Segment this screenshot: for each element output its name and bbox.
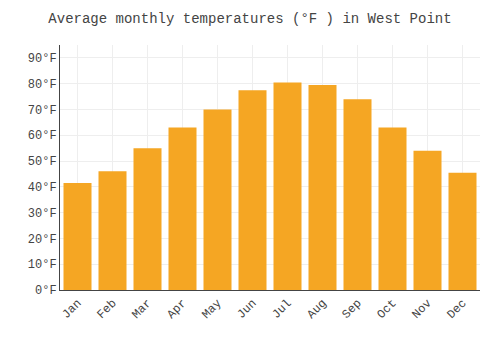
svg-text:80°F: 80°F (28, 78, 57, 92)
svg-text:Sep: Sep (339, 297, 364, 322)
svg-text:Jun: Jun (234, 297, 259, 322)
svg-text:70°F: 70°F (28, 104, 57, 118)
svg-text:20°F: 20°F (28, 233, 57, 247)
svg-text:Mar: Mar (129, 297, 154, 322)
svg-text:Dec: Dec (444, 297, 469, 322)
svg-text:Jul: Jul (269, 297, 294, 322)
svg-text:Nov: Nov (409, 297, 434, 322)
svg-text:Average monthly temperatures (: Average monthly temperatures (°F ) in We… (48, 11, 451, 27)
svg-text:May: May (199, 297, 224, 322)
svg-text:30°F: 30°F (28, 207, 57, 221)
svg-text:50°F: 50°F (28, 155, 57, 169)
svg-text:0°F: 0°F (35, 284, 57, 298)
svg-text:Apr: Apr (164, 297, 189, 322)
svg-text:Feb: Feb (94, 297, 119, 322)
svg-text:40°F: 40°F (28, 181, 57, 195)
svg-text:Jan: Jan (59, 297, 84, 322)
svg-text:90°F: 90°F (28, 52, 57, 66)
svg-text:Oct: Oct (374, 297, 399, 322)
svg-text:Aug: Aug (304, 297, 329, 322)
svg-text:10°F: 10°F (28, 258, 57, 272)
svg-text:60°F: 60°F (28, 129, 57, 143)
